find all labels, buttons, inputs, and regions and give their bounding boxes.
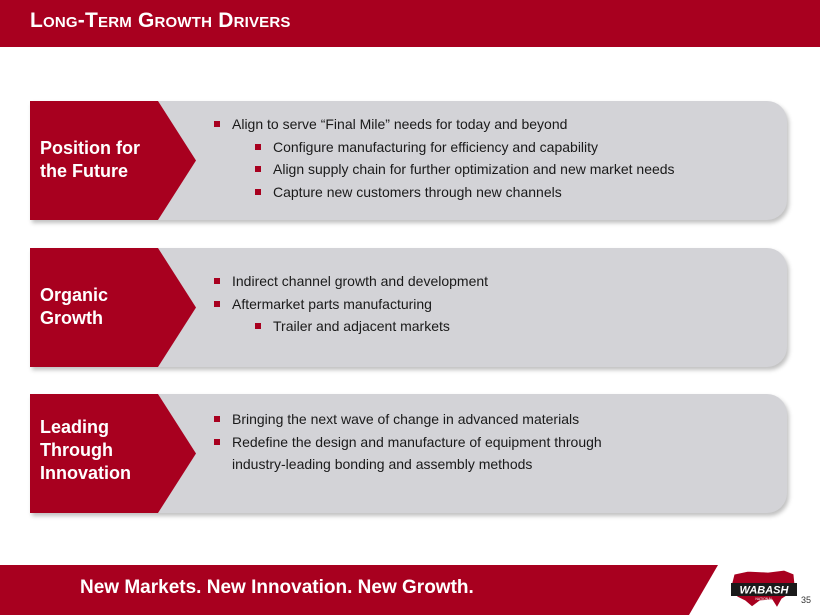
panel-label: Leading Through Innovation xyxy=(40,416,160,485)
panel-chevron xyxy=(30,248,196,367)
page-number: 35 xyxy=(801,595,812,605)
panel-chevron xyxy=(30,394,196,513)
header-bar xyxy=(0,0,820,47)
panel-leading-through-innovation: Leading Through Innovation Bringing the … xyxy=(30,394,787,513)
bullet-list: Bringing the next wave of change in adva… xyxy=(212,408,602,476)
panel-chevron xyxy=(30,101,196,220)
bullet-item: Configure manufacturing for efficiency a… xyxy=(253,136,675,159)
panel-organic-growth: Organic Growth Indirect channel growth a… xyxy=(30,248,787,367)
bullet-marker xyxy=(214,416,220,422)
footer-tagline: New Markets. New Innovation. New Growth. xyxy=(80,577,474,598)
panel-label-line: Position for xyxy=(40,138,140,158)
bullet-marker xyxy=(255,143,261,150)
logo-subtext: NATIONAL xyxy=(755,597,772,601)
bullet-marker xyxy=(214,278,220,284)
panel-label-line: Through xyxy=(40,440,113,460)
bullet-marker xyxy=(214,438,220,445)
footer-bar xyxy=(0,565,718,615)
slide-title: Long-Term Growth Drivers xyxy=(30,9,291,32)
panel-label-line: Innovation xyxy=(40,463,131,483)
bullet-item: Indirect channel growth and development xyxy=(212,270,488,293)
bullet-item: Align to serve “Final Mile” needs for to… xyxy=(212,113,675,136)
panel-label-line: Organic xyxy=(40,285,109,305)
bullet-marker xyxy=(214,121,220,127)
wabash-logo: WABASH NATIONAL xyxy=(730,569,797,610)
bullet-item: Align supply chain for further optimizat… xyxy=(253,158,675,181)
bullet-item: Aftermarket parts manufacturing xyxy=(212,293,488,316)
bullet-item: Capture new customers through new channe… xyxy=(253,181,675,204)
bullet-marker xyxy=(255,323,261,329)
bullet-marker xyxy=(214,300,220,307)
bullet-marker xyxy=(255,188,261,195)
bullet-item: Trailer and adjacent markets xyxy=(253,315,488,338)
bullet-list: Indirect channel growth and development … xyxy=(212,270,488,338)
panel-label-line: Growth xyxy=(40,308,103,328)
panel-position-for-the-future: Position for the Future Align to serve “… xyxy=(30,101,787,220)
bullet-marker xyxy=(255,166,261,172)
panel-label: Organic Growth xyxy=(40,284,160,330)
bullet-item: Redefine the design and manufacture of e… xyxy=(212,431,602,476)
bullet-list: Align to serve “Final Mile” needs for to… xyxy=(212,113,675,203)
logo-text: WABASH xyxy=(740,585,790,597)
bullet-item: Bringing the next wave of change in adva… xyxy=(212,408,602,431)
panel-label-line: Leading xyxy=(40,417,110,437)
panel-label-line: the Future xyxy=(40,161,128,181)
panel-label: Position for the Future xyxy=(40,137,160,183)
